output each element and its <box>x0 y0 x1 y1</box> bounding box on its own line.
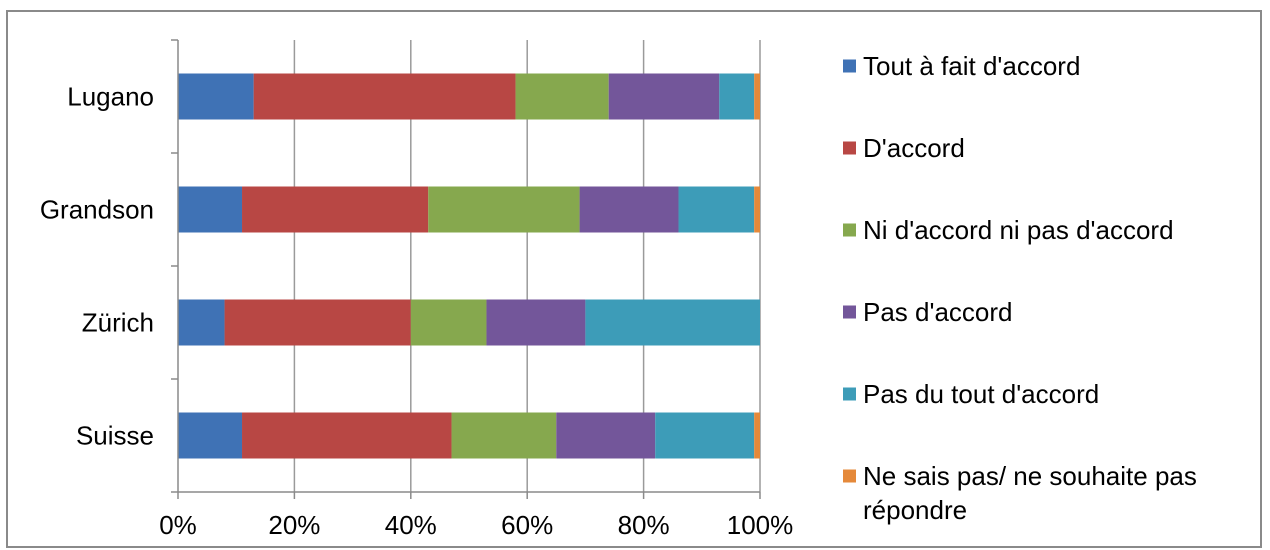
legend-swatch <box>843 141 856 155</box>
legend: Tout à fait d'accord D'accord Ni d'accord … <box>843 51 1197 525</box>
legend-label: D'accord <box>863 133 965 163</box>
legend-swatch <box>843 305 856 319</box>
x-tick-label: 20% <box>268 510 320 540</box>
bar-segment <box>579 186 679 233</box>
legend-label: Ni d'accord ni pas d'accord <box>863 215 1174 245</box>
bar-segment <box>428 186 580 233</box>
legend-label: Ne sais pas/ ne souhaite pas répondre <box>863 461 1197 525</box>
bar-segment <box>253 73 516 120</box>
legend-label: Tout à fait d'accord <box>863 51 1080 81</box>
bar-segment <box>178 412 243 459</box>
category-label: Suisse <box>76 421 154 451</box>
bar-segment <box>678 186 755 233</box>
x-tick-label: 100% <box>727 510 794 540</box>
x-tick-label: 0% <box>159 510 197 540</box>
axes: 0% 20% 40% 60% 80% 100% Lugano Grandson Zürich Su… <box>40 39 794 540</box>
bar-segment <box>410 299 487 346</box>
x-tick-label: 60% <box>501 510 553 540</box>
bars <box>178 73 760 459</box>
x-tick-label: 40% <box>385 510 437 540</box>
bar-segment <box>719 73 755 120</box>
bar-segment <box>754 73 760 120</box>
legend-swatch <box>843 387 856 401</box>
legend-label: Pas du tout d'accord <box>863 379 1099 409</box>
x-tick-label: 80% <box>618 510 670 540</box>
category-label: Grandson <box>40 195 154 225</box>
bar-segment <box>242 186 429 233</box>
bar-segment <box>655 412 755 459</box>
legend-swatch <box>843 223 856 237</box>
bar-segment <box>585 299 760 346</box>
bar-segment <box>451 412 557 459</box>
bar-segment <box>486 299 586 346</box>
bar-segment <box>754 412 760 459</box>
bar-segment <box>178 299 225 346</box>
bar-segment <box>178 73 254 120</box>
bar-segment <box>556 412 656 459</box>
category-label: Zürich <box>82 308 154 338</box>
legend-label: Pas d'accord <box>863 297 1013 327</box>
bar-segment <box>608 73 720 120</box>
bar-segment <box>224 299 411 346</box>
bar-segment <box>242 412 452 459</box>
bar-segment <box>515 73 609 120</box>
category-label: Lugano <box>67 82 154 112</box>
bar-segment <box>178 186 243 233</box>
legend-swatch <box>843 59 856 73</box>
legend-swatch <box>843 469 856 483</box>
bar-segment <box>754 186 760 233</box>
